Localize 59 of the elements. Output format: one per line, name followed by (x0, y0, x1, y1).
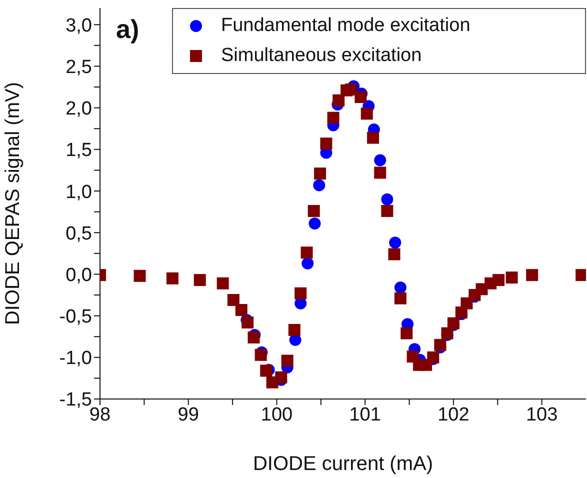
y-tick-label: 1,5 (66, 140, 92, 162)
x-tick-label: 98 (89, 404, 111, 426)
point (248, 331, 260, 344)
annotation: a) (116, 14, 140, 45)
point (254, 348, 267, 361)
x-tick-label: 101 (349, 404, 381, 426)
y-tick-label: 0,5 (66, 223, 92, 244)
point (394, 292, 406, 304)
point (302, 257, 314, 270)
point (313, 179, 326, 192)
legend-label: Simultaneous excitation (221, 44, 422, 68)
point (492, 274, 505, 286)
point (260, 364, 272, 377)
y-tick-label: -1,0 (59, 348, 92, 370)
point (308, 204, 320, 217)
point (460, 297, 473, 310)
point (367, 132, 380, 144)
point (389, 236, 402, 249)
y-tick-label: 0,0 (66, 264, 92, 286)
point (216, 277, 229, 290)
point (381, 204, 394, 217)
point (388, 248, 400, 260)
x-tick-label: 99 (178, 404, 199, 426)
y-tick-label: 1,0 (66, 182, 92, 203)
point (526, 269, 538, 282)
point (394, 282, 406, 294)
point (374, 154, 386, 166)
y-tick-label: 3,0 (66, 15, 92, 36)
point (300, 246, 313, 259)
y-tick-label: 2,5 (66, 56, 92, 78)
x-tick-label: 103 (526, 404, 558, 426)
point (194, 274, 206, 286)
point (242, 316, 254, 328)
point (327, 112, 340, 124)
point (308, 217, 321, 230)
x-tick-label: 102 (438, 404, 470, 426)
point (294, 287, 307, 300)
point (332, 94, 345, 106)
y-tick-label: -0,5 (59, 306, 92, 328)
point (166, 272, 178, 284)
point (374, 166, 386, 179)
x-axis-title: DIODE current (mA) (252, 453, 434, 475)
point (288, 324, 300, 336)
x-tick-label: 100 (260, 404, 293, 426)
point (381, 193, 394, 206)
point (360, 108, 373, 120)
point (400, 327, 413, 340)
y-tick-label: 2,0 (66, 98, 92, 120)
point (314, 168, 326, 180)
point (281, 354, 294, 367)
point (235, 304, 248, 316)
legend-label: Fundamental mode excitation (221, 14, 470, 38)
point (320, 138, 332, 150)
y-axis-title: DIODE QEPAS signal (mV) (2, 82, 24, 326)
point (354, 91, 367, 104)
point (506, 272, 518, 284)
point (134, 270, 146, 282)
point (344, 84, 357, 96)
point (227, 294, 240, 306)
